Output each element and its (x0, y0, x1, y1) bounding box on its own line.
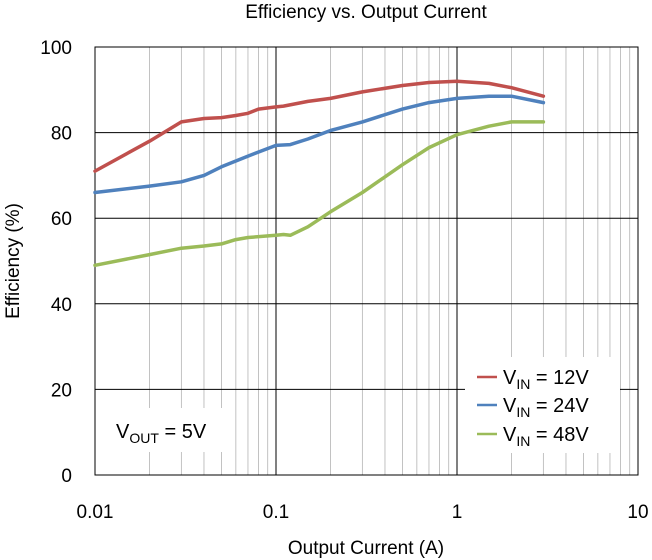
legend-label-24v: VIN = 24V (503, 395, 589, 420)
series-lines (93, 79, 546, 268)
x-tick-label: 0.01 (77, 502, 114, 523)
y-tick-label: 60 (51, 209, 72, 230)
vout-annotation-text: VOUT = 5V (116, 421, 207, 446)
x-tick-label: 10 (627, 502, 648, 523)
vout-annotation: VOUT = 5V (104, 408, 230, 452)
y-tick-label: 100 (40, 38, 72, 59)
legend-item-12v: VIN = 12V (477, 367, 589, 392)
chart-title: Efficiency vs. Output Current (245, 2, 487, 23)
x-axis-label: Output Current (A) (288, 538, 444, 559)
y-axis-label: Efficiency (%) (3, 203, 24, 319)
y-tick-label: 40 (51, 295, 72, 316)
vout-annotation-bg (104, 408, 230, 452)
series-line-vin-12v (93, 79, 546, 173)
y-tick-label: 80 (51, 124, 72, 145)
legend-item-48v: VIN = 48V (477, 424, 589, 449)
series-line-vin-24v (93, 94, 546, 195)
legend-label-12v: VIN = 12V (503, 367, 589, 392)
y-tick-label: 0 (61, 466, 72, 487)
plot-area-frame (94, 46, 639, 476)
legend-item-24v: VIN = 24V (477, 395, 589, 420)
series-line-vin-48v (93, 120, 546, 268)
vout-sub: OUT (129, 430, 159, 446)
legend: VIN = 12V VIN = 24V VIN = 48V (465, 357, 620, 453)
x-tick-label: 0.1 (263, 502, 289, 523)
vout-main: V (116, 421, 130, 443)
x-tick-label: 1 (452, 502, 463, 523)
legend-label-48v: VIN = 48V (503, 424, 589, 449)
vout-rest: = 5V (159, 421, 207, 443)
y-tick-label: 20 (51, 380, 72, 401)
